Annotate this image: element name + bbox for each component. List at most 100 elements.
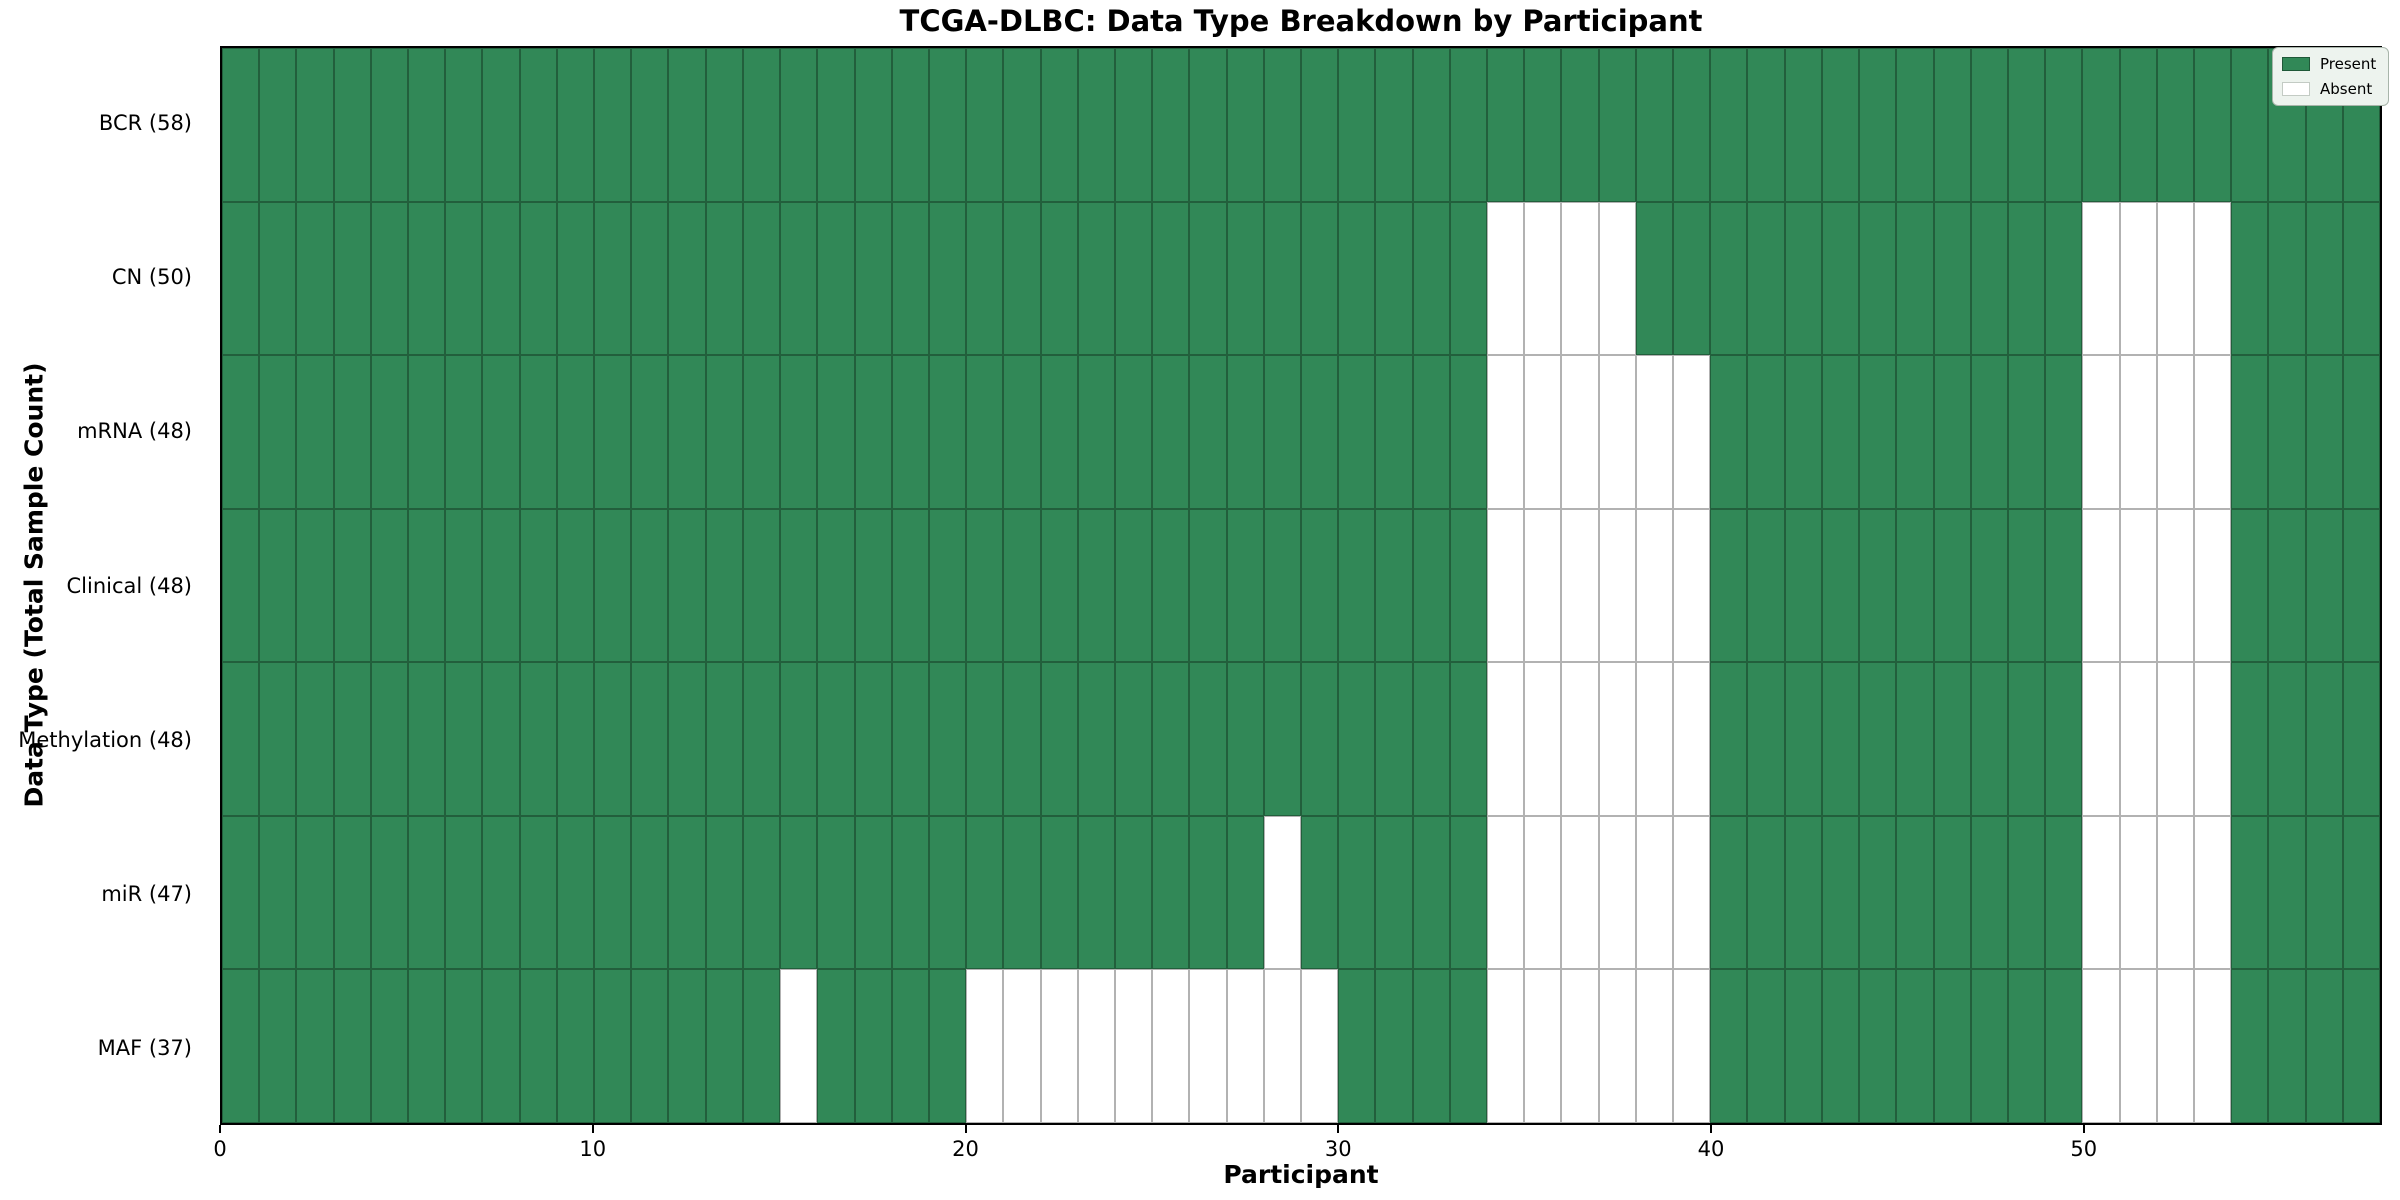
cell-Clinical-p5 xyxy=(408,508,446,663)
cell-miR-p46 xyxy=(1933,815,1971,970)
cell-miR-p6 xyxy=(445,815,483,970)
cell-Methylation-p37 xyxy=(1598,662,1636,816)
cell-MAF-p41 xyxy=(1747,969,1785,1123)
cell-CN-p11 xyxy=(631,201,669,356)
cell-CN-p27 xyxy=(1226,201,1264,356)
cell-mRNA-p30 xyxy=(1338,355,1376,509)
cell-MAF-p48 xyxy=(2007,969,2046,1123)
cell-miR-p2 xyxy=(296,815,334,970)
cell-CN-p8 xyxy=(519,201,557,356)
cell-CN-p49 xyxy=(2045,201,2083,356)
cell-BCR-p35 xyxy=(1524,48,1562,202)
cell-mRNA-p39 xyxy=(1673,355,1711,509)
cell-mRNA-p45 xyxy=(1896,355,1934,509)
cell-BCR-p36 xyxy=(1561,48,1599,202)
cell-Methylation-p42 xyxy=(1784,662,1822,816)
cell-Methylation-p0 xyxy=(222,662,260,816)
cell-Methylation-p44 xyxy=(1859,662,1897,816)
cell-miR-p54 xyxy=(2231,815,2269,970)
cell-miR-p44 xyxy=(1859,815,1897,970)
x-axis-label: Participant xyxy=(1223,1160,1379,1189)
cell-MAF-p44 xyxy=(1859,969,1897,1123)
cell-Methylation-p6 xyxy=(445,662,483,816)
cell-miR-p34 xyxy=(1487,815,1525,970)
cell-miR-p4 xyxy=(370,815,409,970)
cell-BCR-p17 xyxy=(854,48,892,202)
cell-miR-p11 xyxy=(631,815,669,970)
cell-mRNA-p5 xyxy=(408,355,446,509)
cell-mRNA-p12 xyxy=(668,355,706,509)
cell-CN-p20 xyxy=(966,201,1004,356)
cell-BCR-p45 xyxy=(1896,48,1934,202)
cell-miR-p19 xyxy=(928,815,967,970)
cell-miR-p36 xyxy=(1561,815,1599,970)
cell-BCR-p54 xyxy=(2231,48,2269,202)
cell-CN-p44 xyxy=(1859,201,1897,356)
cell-Clinical-p33 xyxy=(1449,508,1488,663)
cell-miR-p0 xyxy=(222,815,260,970)
cell-CN-p25 xyxy=(1152,201,1190,356)
cell-mRNA-p16 xyxy=(817,355,855,509)
cell-mRNA-p33 xyxy=(1449,355,1488,509)
legend-entry-absent: Absent xyxy=(2282,80,2376,98)
cell-MAF-p4 xyxy=(370,969,409,1123)
cell-BCR-p4 xyxy=(370,48,409,202)
cell-BCR-p26 xyxy=(1189,48,1227,202)
cell-Clinical-p15 xyxy=(780,508,818,663)
cell-BCR-p15 xyxy=(780,48,818,202)
cell-mRNA-p20 xyxy=(966,355,1004,509)
y-tick-miR: miR (47) xyxy=(101,881,192,906)
cell-Methylation-p23 xyxy=(1077,662,1115,816)
cell-MAF-p38 xyxy=(1635,969,1674,1123)
cell-miR-p10 xyxy=(594,815,632,970)
cell-CN-p21 xyxy=(1003,201,1041,356)
cell-MAF-p8 xyxy=(519,969,557,1123)
cell-mRNA-p4 xyxy=(370,355,409,509)
cell-BCR-p41 xyxy=(1747,48,1785,202)
cell-Clinical-p12 xyxy=(668,508,706,663)
cell-mRNA-p2 xyxy=(296,355,334,509)
cell-BCR-p28 xyxy=(1263,48,1301,202)
cell-CN-p18 xyxy=(891,201,929,356)
cell-MAF-p25 xyxy=(1152,969,1190,1123)
cell-mRNA-p56 xyxy=(2305,355,2343,509)
cell-BCR-p14 xyxy=(742,48,781,202)
cell-CN-p38 xyxy=(1635,201,1674,356)
cell-CN-p34 xyxy=(1487,201,1525,356)
cell-Clinical-p46 xyxy=(1933,508,1971,663)
cell-Clinical-p57 xyxy=(2342,508,2380,663)
cell-miR-p55 xyxy=(2268,815,2306,970)
cell-miR-p20 xyxy=(966,815,1004,970)
cell-Methylation-p31 xyxy=(1375,662,1413,816)
cell-mRNA-p27 xyxy=(1226,355,1264,509)
cell-mRNA-p53 xyxy=(2193,355,2232,509)
cell-Methylation-p54 xyxy=(2231,662,2269,816)
cell-Clinical-p36 xyxy=(1561,508,1599,663)
cell-mRNA-p41 xyxy=(1747,355,1785,509)
cell-mRNA-p26 xyxy=(1189,355,1227,509)
cell-MAF-p46 xyxy=(1933,969,1971,1123)
cell-BCR-p30 xyxy=(1338,48,1376,202)
cell-Clinical-p9 xyxy=(556,508,595,663)
cell-Methylation-p29 xyxy=(1301,662,1339,816)
cell-MAF-p14 xyxy=(742,969,781,1123)
cell-miR-p15 xyxy=(780,815,818,970)
cell-mRNA-p47 xyxy=(1970,355,2008,509)
cell-MAF-p51 xyxy=(2119,969,2157,1123)
cell-MAF-p55 xyxy=(2268,969,2306,1123)
cell-miR-p33 xyxy=(1449,815,1488,970)
cell-Methylation-p17 xyxy=(854,662,892,816)
cell-MAF-p42 xyxy=(1784,969,1822,1123)
cell-BCR-p12 xyxy=(668,48,706,202)
cell-mRNA-p6 xyxy=(445,355,483,509)
cell-BCR-p38 xyxy=(1635,48,1674,202)
cell-CN-p50 xyxy=(2082,201,2120,356)
cell-Clinical-p1 xyxy=(259,508,297,663)
cell-MAF-p17 xyxy=(854,969,892,1123)
cell-Methylation-p34 xyxy=(1487,662,1525,816)
cell-miR-p32 xyxy=(1412,815,1450,970)
cell-Clinical-p39 xyxy=(1673,508,1711,663)
cell-Clinical-p45 xyxy=(1896,508,1934,663)
cell-Methylation-p39 xyxy=(1673,662,1711,816)
